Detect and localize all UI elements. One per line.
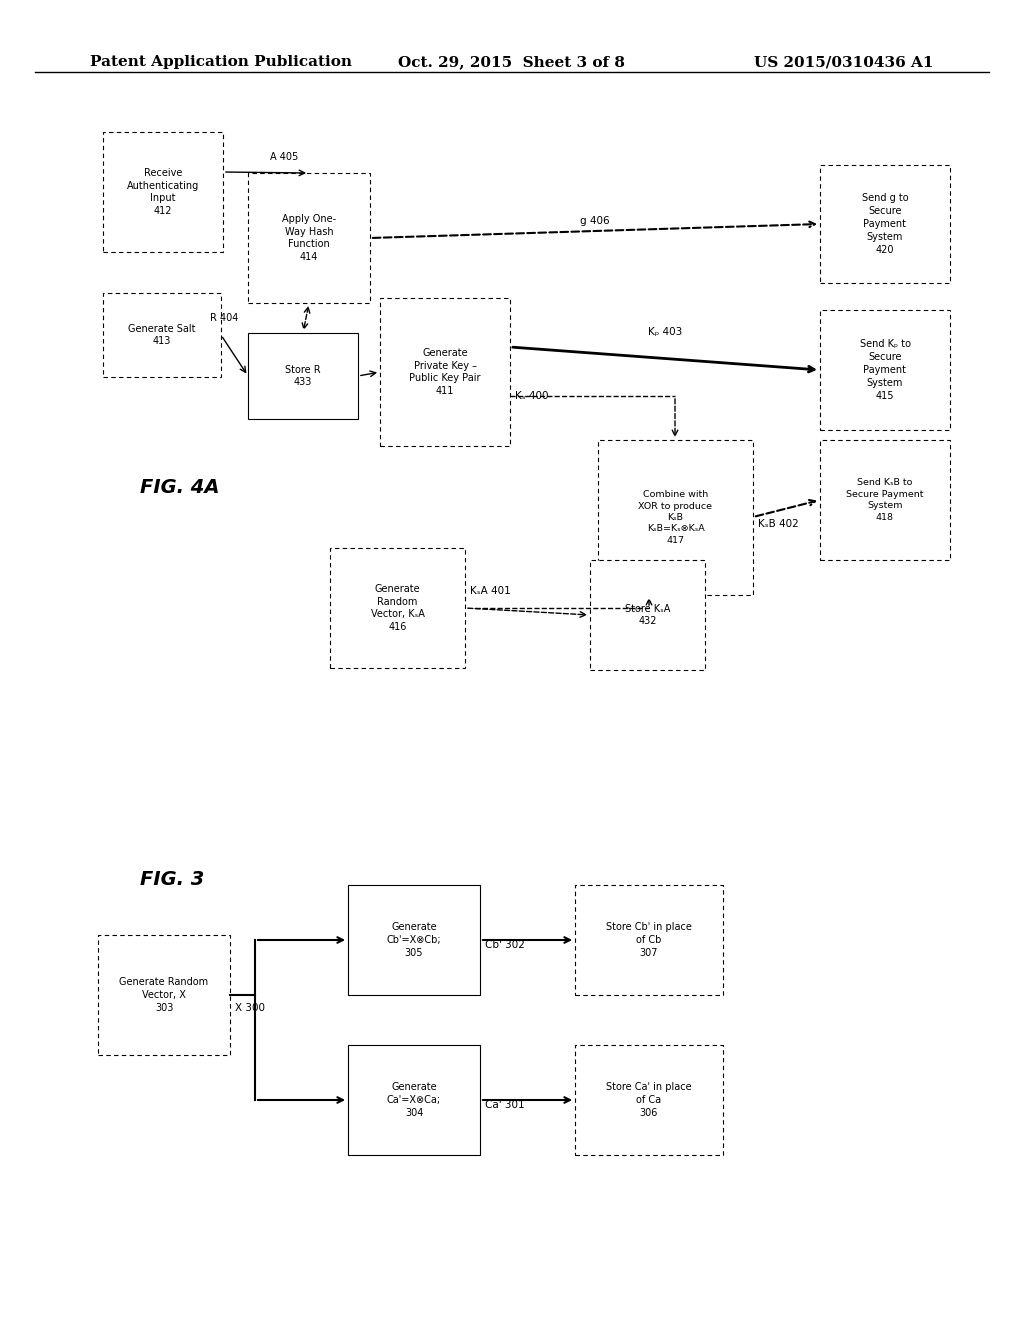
Text: Send Kₚ to
Secure
Payment
System
415: Send Kₚ to Secure Payment System 415 bbox=[859, 339, 910, 400]
Text: KₛA 401: KₛA 401 bbox=[470, 586, 511, 597]
Text: Generate Salt
413: Generate Salt 413 bbox=[128, 323, 196, 346]
Bar bbox=[248, 173, 370, 304]
Text: Generate
Cb'=X⊗Cb;
305: Generate Cb'=X⊗Cb; 305 bbox=[387, 923, 441, 958]
Text: Ca' 301: Ca' 301 bbox=[485, 1100, 524, 1110]
Text: FIG. 3: FIG. 3 bbox=[140, 870, 205, 888]
Text: Generate
Private Key –
Public Key Pair
411: Generate Private Key – Public Key Pair 4… bbox=[410, 347, 480, 396]
Text: Cb' 302: Cb' 302 bbox=[485, 940, 525, 950]
Text: Send KₛB to
Secure Payment
System
418: Send KₛB to Secure Payment System 418 bbox=[846, 478, 924, 521]
Bar bbox=[820, 165, 950, 282]
Text: A 405: A 405 bbox=[270, 152, 298, 162]
Text: Receive
Authenticating
Input
412: Receive Authenticating Input 412 bbox=[127, 168, 199, 216]
Bar bbox=[598, 440, 753, 595]
Bar bbox=[248, 333, 358, 418]
Bar bbox=[820, 310, 950, 430]
Bar bbox=[103, 293, 221, 378]
Text: Apply One-
Way Hash
Function
414: Apply One- Way Hash Function 414 bbox=[282, 214, 336, 263]
Bar bbox=[348, 884, 480, 995]
Text: Oct. 29, 2015  Sheet 3 of 8: Oct. 29, 2015 Sheet 3 of 8 bbox=[398, 55, 626, 69]
Bar bbox=[590, 560, 705, 671]
Bar bbox=[348, 1045, 480, 1155]
Text: US 2015/0310436 A1: US 2015/0310436 A1 bbox=[755, 55, 934, 69]
Text: KₛB 402: KₛB 402 bbox=[758, 519, 799, 529]
Text: R 404: R 404 bbox=[210, 313, 238, 323]
Bar bbox=[380, 298, 510, 446]
Bar bbox=[575, 884, 723, 995]
Text: Patent Application Publication: Patent Application Publication bbox=[90, 55, 352, 69]
Text: Generate Random
Vector, X
303: Generate Random Vector, X 303 bbox=[120, 977, 209, 1012]
Text: Store R
433: Store R 433 bbox=[286, 364, 321, 387]
Text: Kₚ 403: Kₚ 403 bbox=[648, 327, 682, 337]
Bar bbox=[103, 132, 223, 252]
Text: Kₛ 400: Kₛ 400 bbox=[515, 391, 549, 401]
Text: g 406: g 406 bbox=[581, 216, 610, 226]
Text: Store Cb' in place
of Cb
307: Store Cb' in place of Cb 307 bbox=[606, 923, 692, 958]
Bar bbox=[330, 548, 465, 668]
Text: FIG. 4A: FIG. 4A bbox=[140, 478, 219, 498]
Text: X 300: X 300 bbox=[234, 1003, 265, 1012]
Bar bbox=[820, 440, 950, 560]
Text: Store KₛA
432: Store KₛA 432 bbox=[625, 603, 670, 627]
Text: Send g to
Secure
Payment
System
420: Send g to Secure Payment System 420 bbox=[861, 194, 908, 255]
Bar bbox=[98, 935, 230, 1055]
Text: Generate
Random
Vector, KₛA
416: Generate Random Vector, KₛA 416 bbox=[371, 583, 424, 632]
Text: Combine with
XOR to produce
KₛB
KₛB=Kₛ⊗KₛA
417: Combine with XOR to produce KₛB KₛB=Kₛ⊗K… bbox=[639, 490, 713, 545]
Bar bbox=[575, 1045, 723, 1155]
Text: Store Ca' in place
of Ca
306: Store Ca' in place of Ca 306 bbox=[606, 1082, 692, 1118]
Text: Generate
Ca'=X⊗Ca;
304: Generate Ca'=X⊗Ca; 304 bbox=[387, 1082, 441, 1118]
